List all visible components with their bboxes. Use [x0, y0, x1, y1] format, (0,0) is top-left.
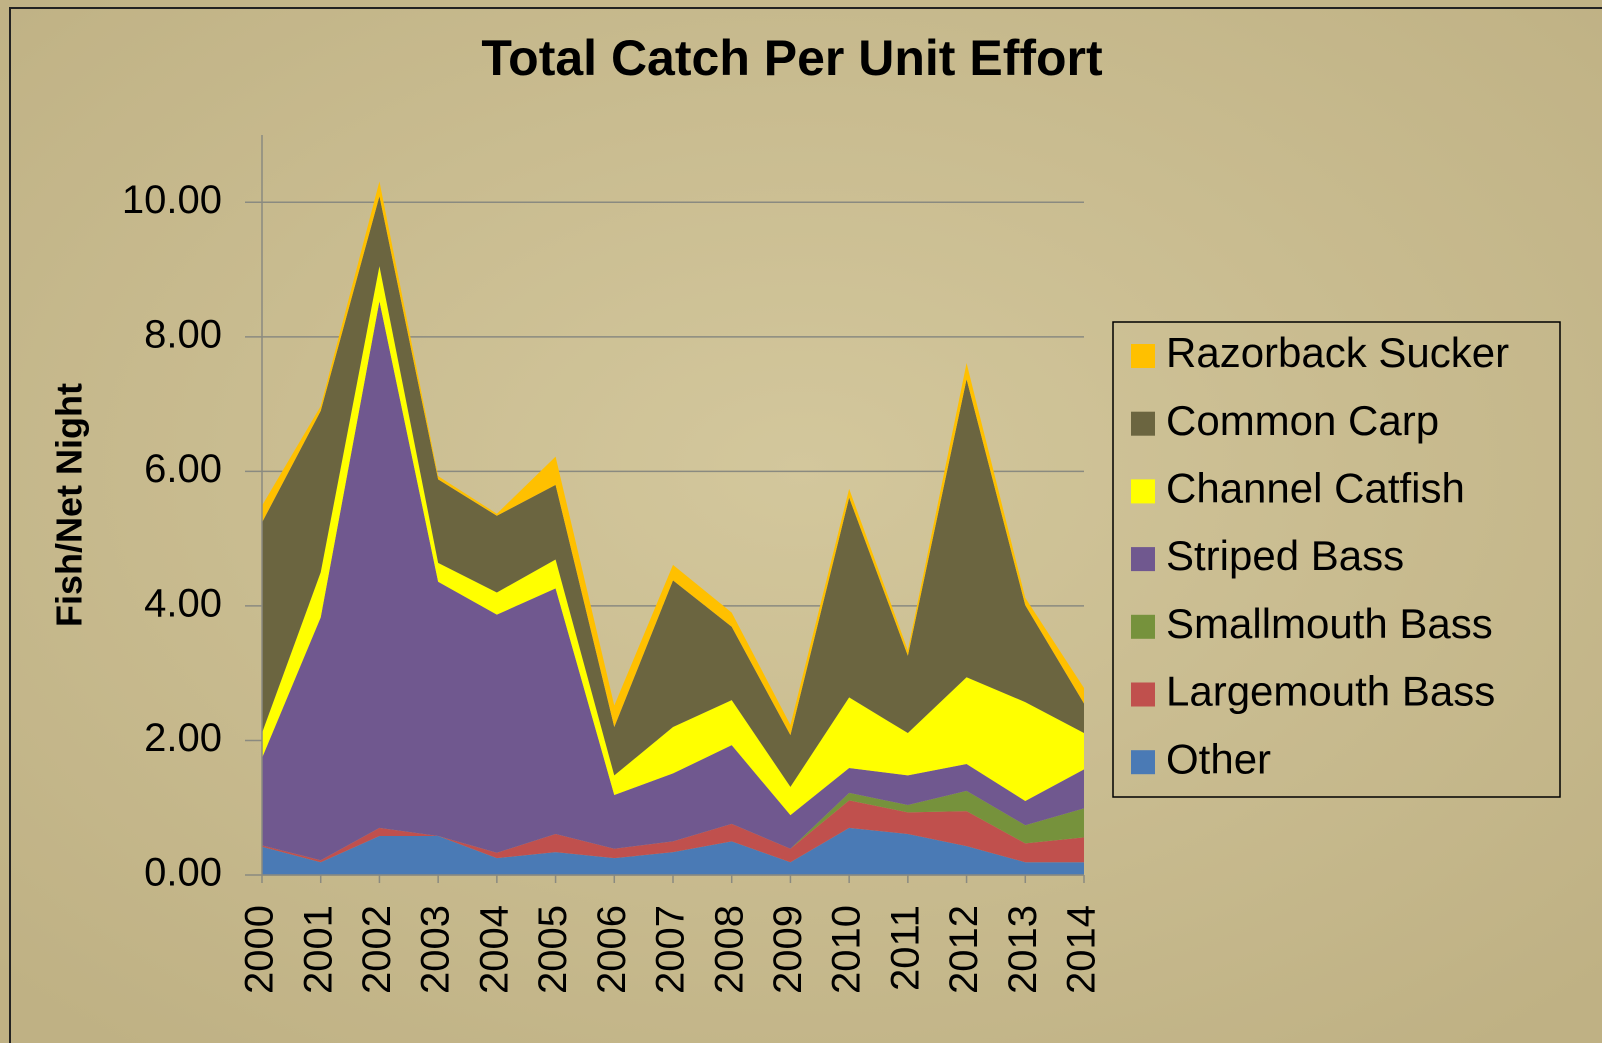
- legend-swatch: [1131, 411, 1155, 436]
- legend-swatch: [1131, 750, 1155, 775]
- area: [262, 196, 1084, 787]
- x-tick-label: 2009: [766, 905, 810, 994]
- legend-swatch: [1131, 479, 1155, 504]
- legend-swatch: [1131, 614, 1155, 639]
- chart-title: Total Catch Per Unit Effort: [481, 30, 1103, 86]
- y-axis-label: Fish/Net Night: [49, 383, 90, 627]
- x-tick-label: 2003: [414, 905, 458, 994]
- y-tick-label: 10.00: [122, 178, 222, 222]
- legend-label: Common Carp: [1166, 397, 1439, 444]
- legend-label: Other: [1166, 735, 1271, 782]
- x-tick-label: 2005: [531, 905, 575, 994]
- y-tick-label: 8.00: [144, 312, 222, 356]
- legend-label: Channel Catfish: [1166, 464, 1465, 511]
- x-tick-label: 2004: [472, 905, 516, 994]
- y-tick-label: 6.00: [144, 447, 222, 491]
- legend-label: Razorback Sucker: [1166, 329, 1509, 376]
- frame: [9, 7, 1602, 1043]
- legend-label: Striped Bass: [1166, 532, 1404, 579]
- x-tick-label: 2012: [942, 905, 986, 994]
- legend-swatch: [1131, 344, 1155, 368]
- x-tick-label: 2007: [649, 905, 693, 994]
- x-tick-label: 2013: [1001, 905, 1045, 994]
- x-tick-label: 2006: [590, 905, 634, 994]
- x-tick-label: 2001: [296, 905, 340, 994]
- x-tick-label: 2010: [825, 905, 869, 994]
- area: [262, 266, 1084, 816]
- legend-box: [1112, 321, 1561, 798]
- area: [262, 827, 1084, 875]
- y-tick-label: 0.00: [144, 851, 222, 895]
- x-tick-label: 2002: [355, 905, 399, 994]
- legend-swatch: [1131, 682, 1155, 707]
- legend-label: Smallmouth Bass: [1166, 600, 1493, 647]
- legend-label: Largemouth Bass: [1166, 668, 1495, 715]
- legend-swatch: [1131, 547, 1155, 572]
- x-tick-label: 2000: [238, 905, 282, 994]
- x-tick-label: 2008: [707, 905, 751, 994]
- x-tick-label: 2011: [883, 905, 927, 991]
- x-tick-label: 2014: [1060, 905, 1104, 994]
- area: [262, 800, 1084, 863]
- area: [262, 301, 1084, 861]
- y-tick-label: 2.00: [144, 716, 222, 760]
- y-tick-label: 4.00: [144, 581, 222, 625]
